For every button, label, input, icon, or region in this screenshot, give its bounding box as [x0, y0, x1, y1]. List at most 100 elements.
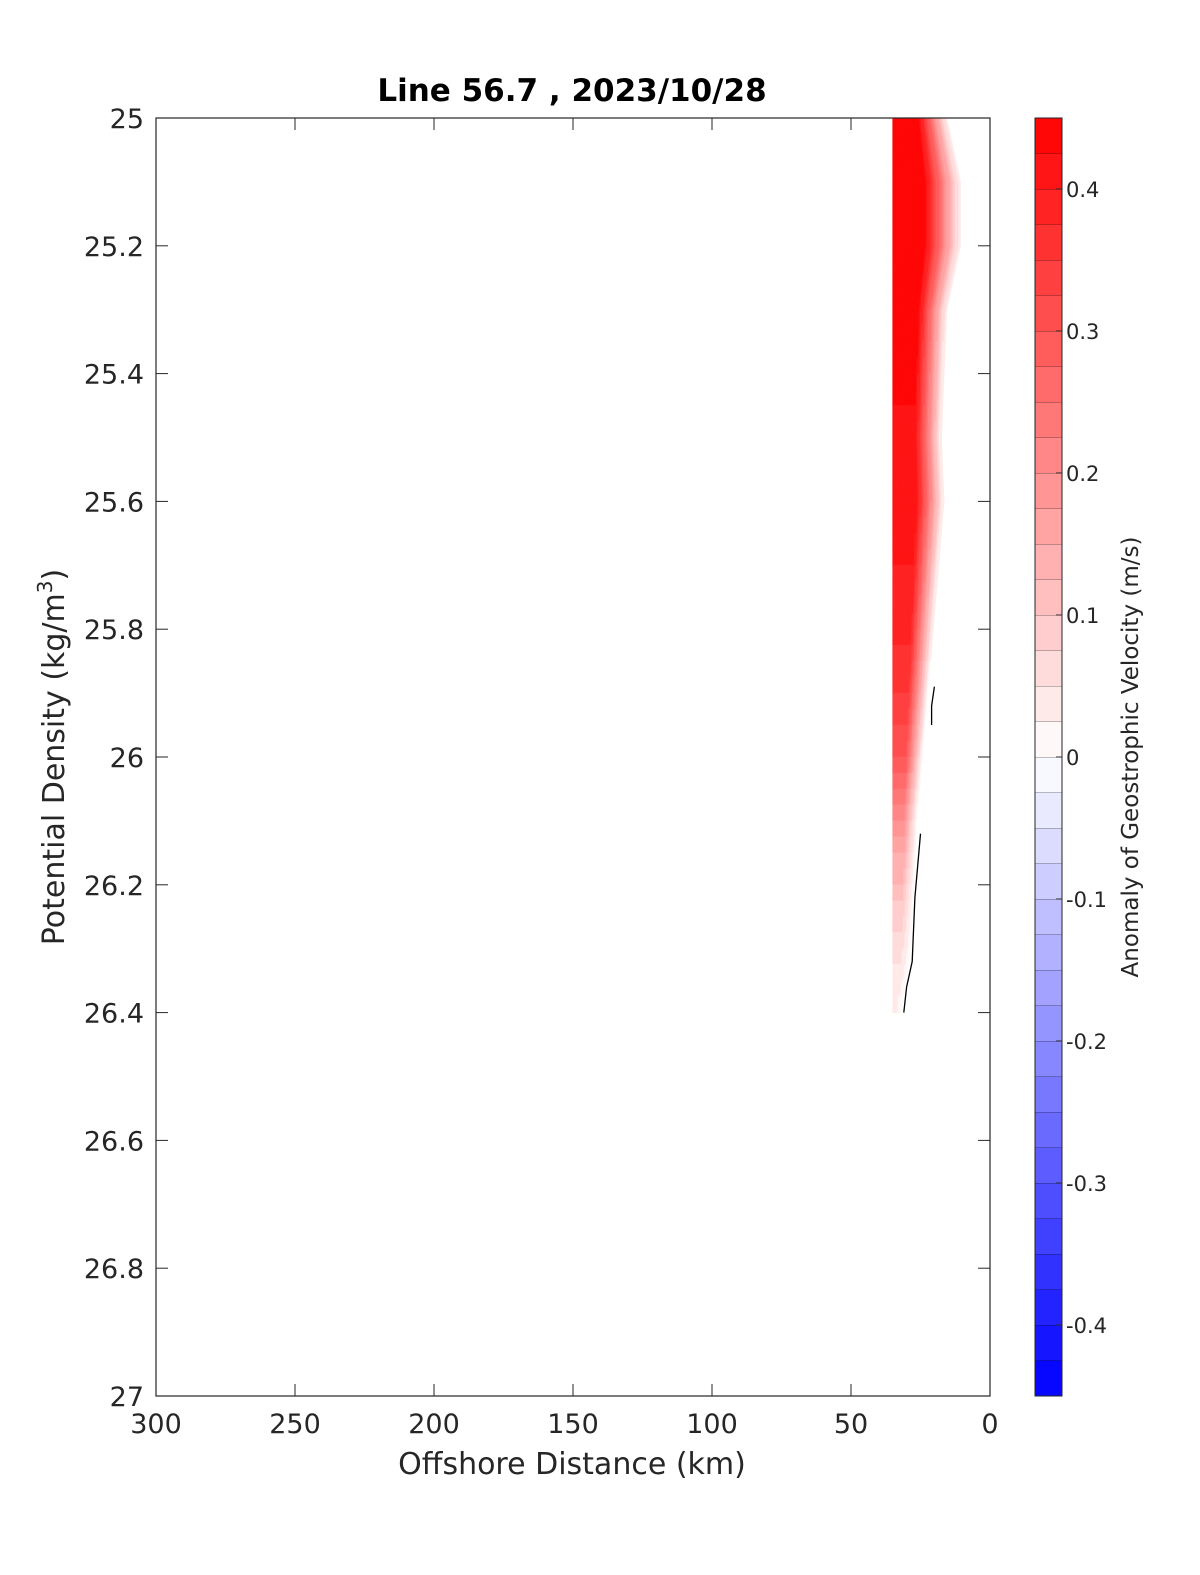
field-cell [910, 916, 913, 934]
field-cell [904, 964, 908, 982]
colorbar-band [1035, 366, 1062, 402]
plot-area [156, 118, 990, 1396]
colorbar-band [1035, 544, 1062, 580]
field-cell [958, 181, 961, 199]
colorbar-band [1035, 1254, 1062, 1290]
x-tick-label: 0 [981, 1409, 998, 1440]
x-tick-label: 100 [686, 1409, 738, 1440]
colorbar-band [1035, 1005, 1062, 1041]
x-tick-label: 200 [408, 1409, 460, 1440]
colorbar-tick-label: -0.1 [1066, 888, 1107, 912]
y-tick-label: 26.2 [84, 871, 144, 902]
colorbar-band [1035, 508, 1062, 544]
zero-contour-line [930, 686, 936, 725]
y-tick-label: 26 [110, 743, 144, 774]
colorbar-band [1035, 189, 1062, 225]
colorbar-label: Anomaly of Geostrophic Velocity (m/s) [1118, 537, 1144, 978]
field-cell [958, 213, 961, 231]
x-axis-ticks: 300 250 200 150 100 50 0 [130, 118, 999, 1440]
x-tick-label: 300 [130, 1409, 182, 1440]
field-cell [941, 373, 945, 390]
zero-contours [903, 686, 936, 1013]
colorbar-band [1035, 579, 1062, 615]
y-tick-label: 25.4 [84, 360, 144, 391]
colorbar-tick-label: 0.3 [1066, 320, 1099, 344]
colorbar-band [1035, 863, 1062, 899]
colorbar-band [1035, 1360, 1062, 1396]
colorbar-tick-label: -0.3 [1066, 1172, 1107, 1196]
field-cell [912, 884, 915, 902]
field-cell [900, 996, 903, 1013]
y-axis-label: Potential Density (kg/m3) [33, 569, 72, 945]
colorbar-ticks: 0.4 0.3 0.2 0.1 0 -0.1 -0.2 -0.3 -0.4 [1056, 178, 1107, 1338]
y-axis-label-close: ) [37, 569, 72, 581]
x-tick-label: 50 [834, 1409, 868, 1440]
colorbar-band [1035, 757, 1062, 793]
y-axis-label-superscript: 3 [33, 580, 57, 593]
colorbar-band [1035, 118, 1062, 154]
colorbar-band [1035, 899, 1062, 935]
colorbar-tick-label: 0.4 [1066, 178, 1099, 202]
field-cell [943, 341, 946, 358]
field-cell [941, 485, 945, 502]
y-tick-label: 26.6 [84, 1126, 144, 1157]
chart-title: Line 56.7 , 2023/10/28 [377, 73, 766, 109]
field-cell [915, 820, 918, 838]
colorbar-tick-label: 0.1 [1066, 604, 1099, 628]
colorbar-band [1035, 615, 1062, 651]
x-tick-label: 150 [547, 1409, 599, 1440]
colorbar-band [1035, 1218, 1062, 1254]
y-tick-label: 27 [110, 1382, 144, 1413]
y-tick-label: 25 [110, 104, 144, 135]
colorbar-tick-label: -0.4 [1066, 1314, 1107, 1338]
y-tick-label: 26.8 [84, 1254, 144, 1285]
colorbar [1035, 117, 1062, 1396]
field-cell [944, 309, 948, 327]
colorbar-band [1035, 1076, 1062, 1112]
colorbar-band [1035, 792, 1062, 828]
colorbar-band [1035, 402, 1062, 438]
field-cell [958, 229, 961, 247]
colorbar-band [1035, 331, 1062, 367]
y-axis-ticks: 25 25.2 25.4 25.6 25.8 26 26.2 26.4 26.6 26.8 27 [84, 104, 990, 1413]
colorbar-band [1035, 1147, 1062, 1183]
colorbar-band [1035, 295, 1062, 331]
colorbar-band [1035, 650, 1062, 686]
field-cell [958, 197, 961, 215]
colorbar-band [1035, 224, 1062, 260]
colorbar-band [1035, 437, 1062, 473]
field-cell [943, 325, 947, 343]
field-cell [942, 357, 946, 374]
zero-contour-line [903, 833, 922, 1013]
field-cell [909, 932, 912, 950]
field-cell [939, 421, 943, 438]
colorbar-tick-label: -0.2 [1066, 1030, 1107, 1054]
colorbar-band [1035, 721, 1062, 757]
colorbar-band [1035, 1041, 1062, 1077]
colorbar-band [1035, 1183, 1062, 1219]
colorbar-tick-label: 0.2 [1066, 462, 1099, 486]
colorbar-band [1035, 934, 1062, 970]
colorbar-band [1035, 1289, 1062, 1325]
colorbar-band [1035, 473, 1062, 509]
colorbar-band [1035, 686, 1062, 722]
colorbar-band [1035, 1325, 1062, 1361]
y-tick-label: 25.2 [84, 232, 144, 263]
field-cell [902, 980, 906, 997]
y-tick-label: 25.8 [84, 615, 144, 646]
y-tick-label: 25.6 [84, 487, 144, 518]
y-axis-label-main: Potential Density (kg/m [37, 593, 72, 945]
field-cell [939, 437, 943, 454]
colorbar-band [1035, 828, 1062, 864]
field-cell [907, 948, 911, 966]
colorbar-band [1035, 153, 1062, 189]
x-tick-label: 250 [269, 1409, 321, 1440]
colorbar-band [1035, 260, 1062, 296]
y-tick-label: 26.4 [84, 999, 144, 1030]
colorbar-band [1035, 970, 1062, 1006]
velocity-field [892, 118, 961, 1013]
x-axis-label: Offshore Distance (km) [398, 1447, 746, 1482]
colorbar-band [1035, 1112, 1062, 1148]
colorbar-tick-label: 0 [1066, 746, 1079, 770]
